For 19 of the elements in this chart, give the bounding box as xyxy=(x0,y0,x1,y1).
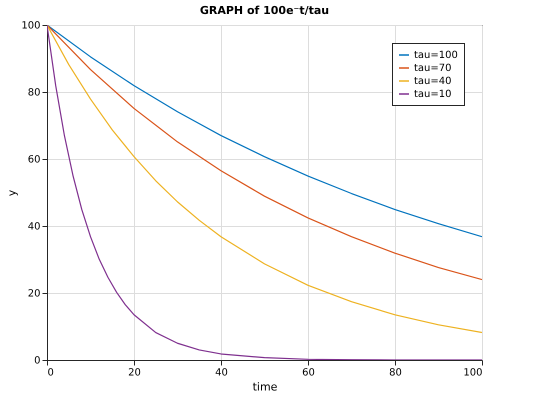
y-axis-title: y xyxy=(5,189,18,196)
y-tick-label: 0 xyxy=(34,356,40,366)
x-tick-label: 80 xyxy=(389,368,402,378)
legend-label: tau=70 xyxy=(414,63,452,74)
legend-label: tau=40 xyxy=(414,76,452,87)
x-tick-label: 20 xyxy=(128,368,141,378)
x-tick-label: 60 xyxy=(302,368,315,378)
y-tick-label: 100 xyxy=(21,20,40,32)
legend-label: tau=100 xyxy=(414,50,458,61)
legend-label: tau=10 xyxy=(414,89,452,100)
chart-title: GRAPH of 100e⁻t/tau xyxy=(200,4,330,17)
x-tick-label: 100 xyxy=(463,368,482,378)
x-tick-label: 0 xyxy=(48,368,54,378)
x-tick-label: 40 xyxy=(215,368,228,378)
y-tick-label: 20 xyxy=(28,288,40,300)
y-tick-label: 80 xyxy=(28,88,40,98)
x-axis-title: time xyxy=(252,380,278,394)
y-tick-label: 40 xyxy=(28,222,40,232)
y-tick-label: 60 xyxy=(28,154,40,166)
